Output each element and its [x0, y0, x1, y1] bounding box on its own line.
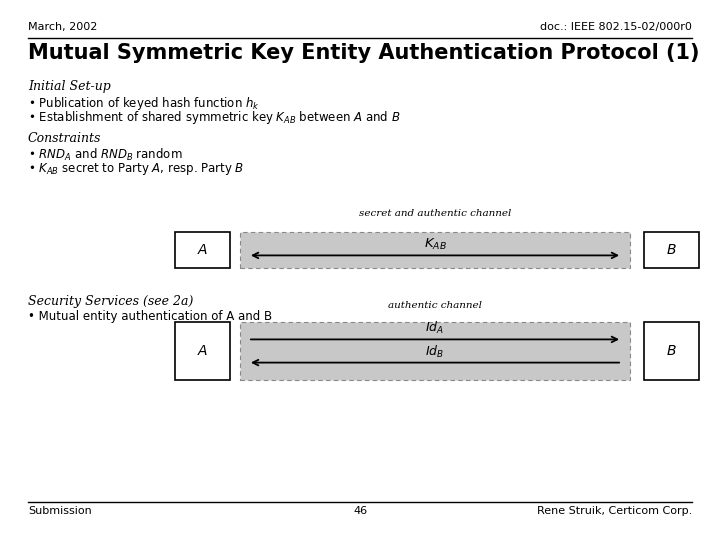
- Text: • $K_{AB}$ secret to Party $A$, resp. Party $B$: • $K_{AB}$ secret to Party $A$, resp. Pa…: [28, 161, 244, 177]
- Text: • Mutual entity authentication of A and B: • Mutual entity authentication of A and …: [28, 310, 272, 323]
- Text: 46: 46: [353, 506, 367, 516]
- Text: $K_{AB}$: $K_{AB}$: [423, 237, 446, 252]
- Bar: [644, 322, 699, 380]
- Text: $B$: $B$: [666, 243, 677, 257]
- Bar: [175, 322, 230, 380]
- Bar: [240, 232, 630, 268]
- Text: $B$: $B$: [666, 344, 677, 358]
- Text: $A$: $A$: [197, 344, 208, 358]
- Text: $Id_B$: $Id_B$: [426, 343, 444, 360]
- Text: secret and authentic channel: secret and authentic channel: [359, 209, 511, 218]
- Text: • Publication of keyed hash function $h_k$: • Publication of keyed hash function $h_…: [28, 95, 260, 112]
- Text: Rene Struik, Certicom Corp.: Rene Struik, Certicom Corp.: [536, 506, 692, 516]
- Text: authentic channel: authentic channel: [388, 301, 482, 310]
- Text: $Id_A$: $Id_A$: [426, 320, 444, 336]
- Text: Initial Set-up: Initial Set-up: [28, 80, 111, 93]
- Text: Constraints: Constraints: [28, 132, 102, 145]
- Text: March, 2002: March, 2002: [28, 22, 97, 32]
- Bar: [644, 232, 699, 268]
- Bar: [175, 232, 230, 268]
- Text: Submission: Submission: [28, 506, 91, 516]
- Text: $A$: $A$: [197, 243, 208, 257]
- Text: • $RND_A$ and $RND_B$ random: • $RND_A$ and $RND_B$ random: [28, 147, 183, 163]
- Text: doc.: IEEE 802.15-02/000r0: doc.: IEEE 802.15-02/000r0: [540, 22, 692, 32]
- Text: Security Services (see 2a): Security Services (see 2a): [28, 295, 194, 308]
- Text: • Establishment of shared symmetric key $K_{AB}$ between $A$ and $B$: • Establishment of shared symmetric key …: [28, 109, 400, 126]
- Text: Mutual Symmetric Key Entity Authentication Protocol (1): Mutual Symmetric Key Entity Authenticati…: [28, 43, 700, 63]
- Bar: [240, 322, 630, 380]
